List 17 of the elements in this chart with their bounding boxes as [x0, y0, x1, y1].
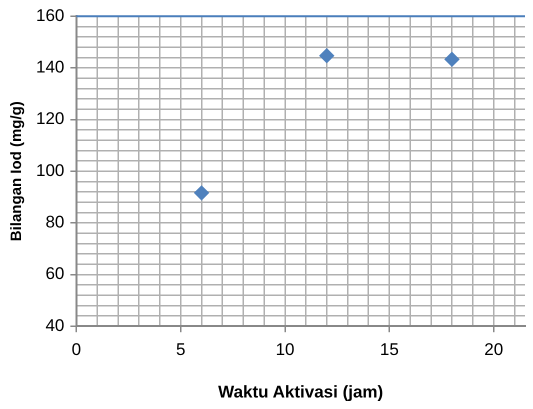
x-tick-label: 0	[72, 340, 82, 360]
y-tick-label: 100	[36, 160, 64, 180]
x-tick-label: 20	[484, 340, 504, 360]
y-tick-label: 140	[36, 58, 64, 77]
point	[194, 185, 210, 200]
x-axis-title: Waktu Aktivasi (jam)	[218, 382, 384, 402]
point	[444, 52, 460, 67]
x-tick-label: 5	[176, 340, 186, 360]
point	[319, 48, 334, 64]
x-tick-label: 10	[276, 340, 294, 360]
y-tick-label: 80	[45, 212, 64, 232]
y-tick-label: 60	[45, 264, 64, 284]
x-tick-label: 15	[380, 340, 399, 360]
y-tick-label: 160	[36, 6, 64, 25]
y-tick-label: 120	[36, 109, 64, 128]
y-axis-title: Bilangan Iod (mg/g)	[8, 101, 26, 242]
y-tick-label: 40	[45, 316, 64, 335]
